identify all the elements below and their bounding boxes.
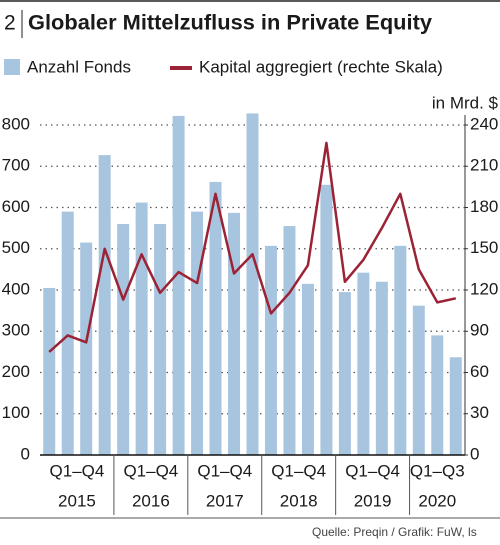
bar xyxy=(246,113,259,455)
bar xyxy=(154,224,167,455)
y2-tick-label: 210 xyxy=(470,156,498,175)
x-group-year: 2015 xyxy=(58,491,96,510)
legend-label: Kapital aggregiert (rechte Skala) xyxy=(199,57,443,76)
y-tick-label: 800 xyxy=(2,114,30,133)
bar xyxy=(135,202,148,455)
bar xyxy=(412,305,425,455)
bar xyxy=(172,115,185,456)
legend-swatch xyxy=(4,59,20,75)
y-tick-label: 300 xyxy=(2,321,30,340)
x-group-year: 2016 xyxy=(132,491,170,510)
y-tick-label: 0 xyxy=(21,444,30,463)
x-group-year: 2017 xyxy=(206,491,244,510)
y-tick-label: 700 xyxy=(2,156,30,175)
bar xyxy=(320,184,333,455)
y2-tick-label: 240 xyxy=(470,114,498,133)
x-group-period: Q1–Q4 xyxy=(50,461,105,480)
line-series xyxy=(48,141,457,353)
y-tick-label: 500 xyxy=(2,238,30,257)
y2-tick-label: 60 xyxy=(470,362,489,381)
x-group-period: Q1–Q4 xyxy=(123,461,178,480)
bar xyxy=(283,226,296,455)
bar xyxy=(61,211,74,455)
bar xyxy=(117,224,130,455)
bar xyxy=(375,281,388,455)
y2-tick-label: 30 xyxy=(470,403,489,422)
chart-title: Globaler Mittelzufluss in Private Equity xyxy=(28,12,432,35)
y2-tick-label: 90 xyxy=(470,321,489,340)
x-group-period: Q1–Q4 xyxy=(271,461,326,480)
bar xyxy=(43,287,56,455)
bar xyxy=(301,283,314,455)
source: Quelle: Preqin / Grafik: FuW, ls xyxy=(312,525,477,539)
bar xyxy=(264,245,277,455)
bar xyxy=(394,245,407,455)
y-tick-label: 600 xyxy=(2,197,30,216)
bar xyxy=(431,335,444,455)
x-group-period: Q1–Q4 xyxy=(197,461,252,480)
bar xyxy=(357,272,370,455)
y2-axis-label: in Mrd. $ xyxy=(432,93,499,112)
y2-tick-label: 180 xyxy=(470,197,498,216)
chart-number: 2 xyxy=(4,12,16,35)
bar xyxy=(209,181,222,456)
bar xyxy=(80,242,93,455)
bar xyxy=(449,357,462,455)
x-group-period: Q1–Q4 xyxy=(345,461,400,480)
bar xyxy=(191,211,204,455)
x-group-period: Q1–Q3 xyxy=(410,461,465,480)
bar xyxy=(338,292,351,455)
y2-tick-label: 120 xyxy=(470,279,498,298)
x-group-year: 2018 xyxy=(280,491,318,510)
y-tick-label: 200 xyxy=(2,362,30,381)
x-group-year: 2020 xyxy=(418,491,456,510)
x-group-year: 2019 xyxy=(354,491,392,510)
y-tick-label: 400 xyxy=(2,279,30,298)
bar xyxy=(228,212,241,455)
legend-label: Anzahl Fonds xyxy=(27,57,131,76)
bar xyxy=(98,155,111,456)
y2-tick-label: 0 xyxy=(470,444,479,463)
y2-tick-label: 150 xyxy=(470,238,498,257)
y-tick-label: 100 xyxy=(2,403,30,422)
